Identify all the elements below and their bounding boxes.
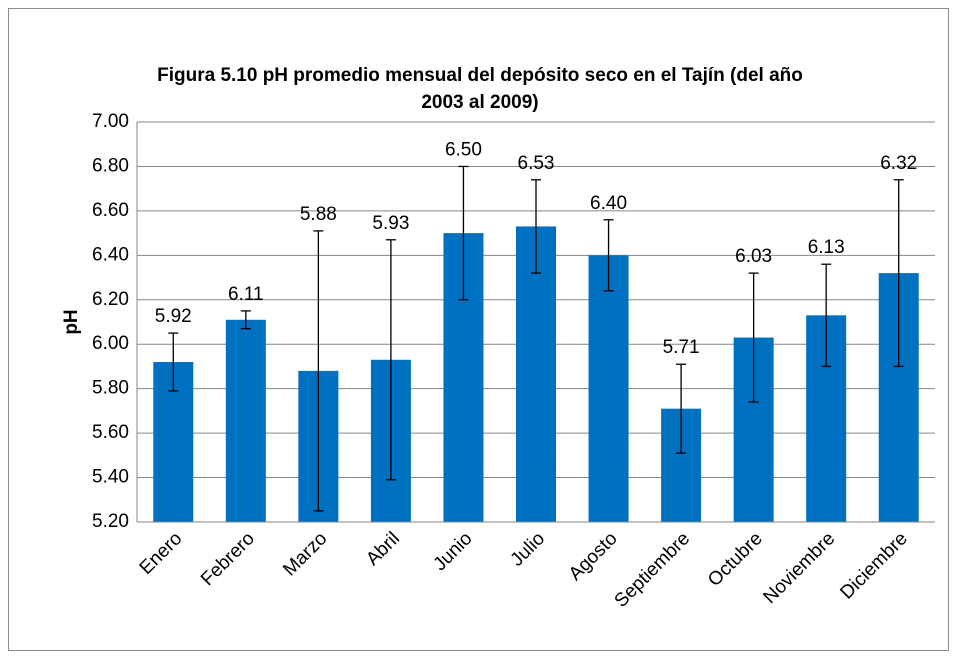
y-tick-label: 5.60 (92, 422, 129, 443)
y-tick-label: 6.80 (92, 155, 129, 176)
data-label: 6.03 (735, 246, 772, 267)
chart-title: Figura 5.10 pH promedio mensual del depó… (157, 65, 803, 113)
y-tick-label: 5.40 (92, 467, 129, 488)
y-tick-label: 5.20 (92, 511, 129, 532)
data-label: 5.88 (300, 204, 337, 225)
y-tick-label: 6.00 (92, 333, 129, 354)
bar (225, 319, 266, 522)
data-label: 6.11 (228, 284, 264, 305)
y-axis-label: pH (61, 309, 82, 334)
y-tick-label: 6.20 (92, 289, 129, 310)
y-tick-label: 7.00 (92, 111, 129, 132)
data-label: 6.40 (590, 193, 627, 214)
data-label: 6.53 (518, 153, 555, 174)
data-label: 5.93 (372, 213, 409, 234)
y-tick-label: 6.60 (92, 200, 129, 221)
y-tick-label: 5.80 (92, 378, 129, 399)
y-tick-label: 6.40 (92, 244, 129, 265)
data-label: 5.71 (663, 337, 700, 358)
data-label: 6.50 (445, 139, 482, 160)
bar (516, 226, 556, 522)
bar (588, 255, 629, 523)
data-label: 6.13 (808, 237, 845, 258)
data-label: 6.32 (880, 153, 917, 174)
data-label: 5.92 (155, 306, 192, 327)
